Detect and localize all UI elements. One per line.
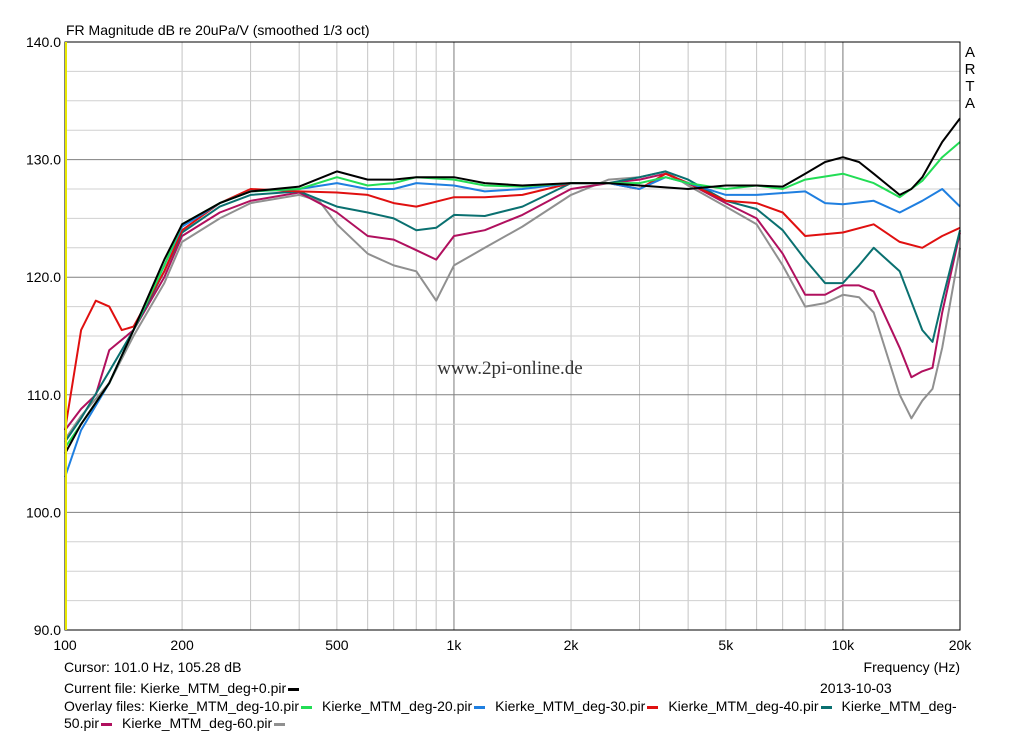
overlay-file-name: Kierke_MTM_deg-60.pir [122, 715, 273, 731]
overlay-list: Kierke_MTM_deg-10.pir Kierke_MTM_deg-20.p… [64, 698, 957, 731]
y-tick-label: 100.0 [26, 504, 61, 520]
overlay-file-swatch [820, 705, 832, 709]
overlay-file-name: Kierke_MTM_deg-40.pir [668, 698, 819, 714]
series-line [64, 170, 961, 441]
x-tick-label: 2k [564, 637, 580, 653]
series-line [64, 172, 961, 431]
overlay-file-swatch [647, 705, 659, 709]
y-tick-label: 110.0 [27, 387, 61, 403]
series-line [64, 176, 961, 478]
cursor-readout: Cursor: 101.0 Hz, 105.28 dB [64, 659, 242, 675]
current-file-name: Kierke_MTM_deg+0.pir [140, 680, 287, 696]
y-tick-label: 130.0 [26, 152, 61, 168]
y-tick-label: 140.0 [26, 34, 61, 50]
overlay-file-name: Kierke_MTM_deg-30.pir [495, 698, 646, 714]
brand-letter: A [965, 95, 975, 112]
overlay-file-swatch [101, 722, 113, 726]
x-axis-label: Frequency (Hz) [864, 659, 960, 675]
brand-letter: T [965, 78, 974, 95]
overlay-file-swatch [300, 705, 312, 709]
overlay-file-name: Kierke_MTM_deg-10.pir [148, 698, 299, 714]
overlay-label: Overlay files: [64, 698, 149, 714]
series-lines [64, 117, 961, 478]
series-line [64, 117, 961, 455]
x-tick-label: 20k [949, 637, 973, 653]
date-label: 2013-10-03 [820, 680, 892, 696]
current-file: Current file: Kierke_MTM_deg+0.pir [64, 680, 309, 697]
brand-letter: R [965, 61, 976, 78]
overlay-file-name: Kierke_MTM_deg-50.pir [64, 698, 957, 731]
overlay-files: Overlay files: Kierke_MTM_deg-10.pir Kier… [64, 698, 964, 732]
brand-letter: A [965, 44, 975, 61]
chart-title: FR Magnitude dB re 20uPa/V (smoothed 1/3… [66, 22, 370, 38]
chart-axes: 100 200 500 1k 2k 5k 10k 20k 90.0 100.0 110.0 120.0… [26, 34, 972, 653]
x-tick-label: 10k [832, 637, 856, 653]
x-tick-label: 200 [170, 637, 194, 653]
x-tick-label: 1k [447, 637, 463, 653]
current-file-swatch [288, 687, 300, 691]
watermark: www.2pi-online.de [437, 358, 582, 379]
overlay-file-swatch [474, 705, 486, 709]
x-tick-label: 100 [53, 637, 77, 653]
x-tick-label: 500 [325, 637, 349, 653]
current-file-label: Current file: [64, 680, 141, 696]
overlay-file-swatch [274, 722, 286, 726]
y-tick-label: 120.0 [26, 269, 61, 285]
x-tick-label: 5k [718, 637, 734, 653]
y-tick-label: 90.0 [34, 622, 61, 638]
chart-grid [65, 42, 960, 630]
overlay-file-name: Kierke_MTM_deg-20.pir [321, 698, 473, 714]
